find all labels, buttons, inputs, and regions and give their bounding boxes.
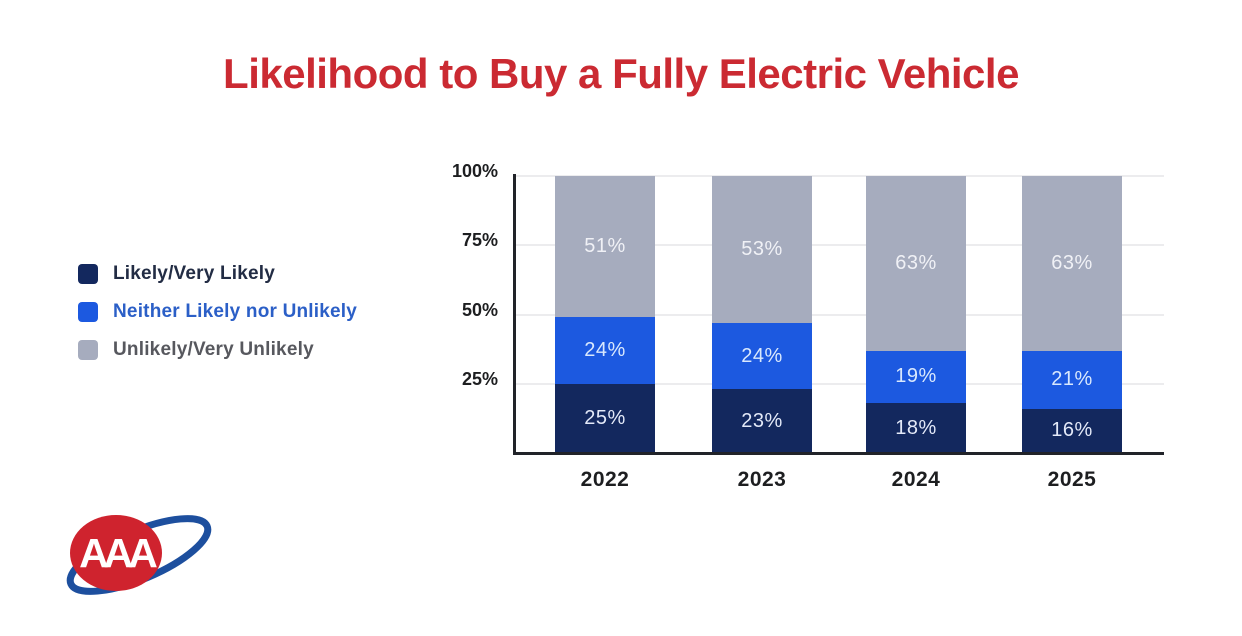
bar-value-label: 16% <box>1051 419 1093 442</box>
bar-segment: 25% <box>555 383 655 453</box>
legend-swatch <box>78 264 98 284</box>
bar-value-label: 18% <box>895 416 937 439</box>
x-axis-line <box>513 452 1164 455</box>
y-axis-line <box>513 174 516 455</box>
bar-segment: 63% <box>1022 176 1122 351</box>
y-axis-tick-label: 100% <box>451 161 498 181</box>
bar-value-label: 51% <box>584 235 626 258</box>
bar-segment: 23% <box>712 389 812 453</box>
bar-segment: 63% <box>866 176 966 351</box>
gridline <box>516 382 1164 385</box>
bar-segment: 51% <box>555 176 655 318</box>
aaa-logo: AAA <box>66 515 212 595</box>
legend-row: Unlikely/Very Unlikely <box>78 339 357 361</box>
bar-value-label: 63% <box>1051 251 1093 274</box>
bar-2023: 53% 24% 23% <box>712 176 812 453</box>
y-axis-tick-label: 25% <box>461 368 498 389</box>
bar-segment: 19% <box>866 350 966 404</box>
gridline <box>516 175 1164 177</box>
chart-title: Likelihood to Buy a Fully Electric Vehic… <box>223 50 1019 97</box>
legend-label: Unlikely/Very Unlikely <box>113 339 314 360</box>
bar-segment: 24% <box>555 317 655 384</box>
bar-segment: 53% <box>712 176 812 323</box>
bar-segment: 24% <box>712 322 812 390</box>
bar-value-label: 23% <box>741 409 783 432</box>
x-axis-label: 2023 <box>737 468 787 491</box>
logo-red-oval-icon <box>70 515 162 591</box>
bar-value-label: 19% <box>895 365 937 388</box>
legend-row: Neither Likely nor Unlikely <box>78 301 357 323</box>
bar-2022: 51% 24% 25% <box>555 176 655 453</box>
bar-value-label: 53% <box>741 237 783 260</box>
bar-value-label: 25% <box>584 406 626 429</box>
legend-label: Likely/Very Likely <box>113 263 276 284</box>
x-axis-label: 2022 <box>580 468 630 491</box>
gridline <box>516 244 1164 247</box>
legend: Likely/Very Likely Neither Likely nor Unl… <box>78 263 357 377</box>
legend-row: Likely/Very Likely <box>78 263 357 285</box>
y-axis-tick-label: 50% <box>461 299 498 320</box>
y-axis-tick-label: 75% <box>461 230 498 251</box>
bar-value-label: 24% <box>741 344 783 367</box>
bar-value-label: 24% <box>584 339 626 361</box>
bar-segment: 21% <box>1022 350 1122 409</box>
bar-value-label: 63% <box>895 251 937 274</box>
bar-2025: 63% 21% 16% <box>1022 176 1122 453</box>
legend-label: Neither Likely nor Unlikely <box>113 301 358 322</box>
gridline <box>516 313 1164 316</box>
x-axis-label: 2025 <box>1047 468 1097 491</box>
bar-segment: 18% <box>866 403 966 453</box>
logo-aaa-letters: AAA <box>79 530 157 576</box>
x-axis-label: 2024 <box>891 468 941 491</box>
bar-2024: 63% 19% 18% <box>866 176 966 453</box>
legend-swatch <box>78 302 98 322</box>
bar-value-label: 21% <box>1051 368 1093 391</box>
bar-segment: 16% <box>1022 408 1122 453</box>
legend-swatch <box>78 340 98 360</box>
